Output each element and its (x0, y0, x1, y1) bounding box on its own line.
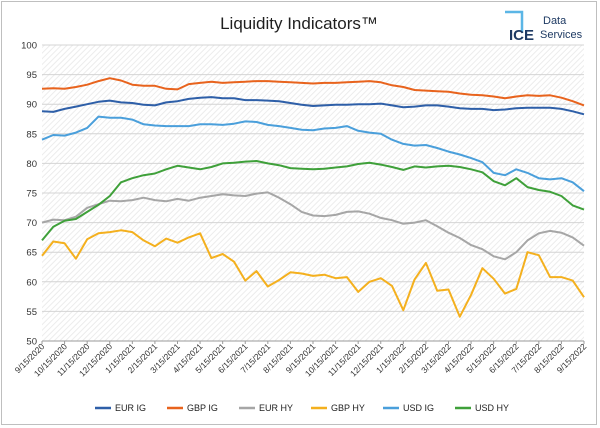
y-tick-label: 100 (21, 41, 37, 52)
series-line-usd-hy (41, 160, 585, 242)
series-line-gbp-hy (41, 229, 585, 318)
series-lines (41, 77, 585, 318)
logo-services-text: Services (540, 29, 583, 41)
series-line-eur-ig (41, 96, 585, 116)
legend-entry: EUR HY (259, 403, 293, 413)
y-tick-label: 50 (26, 337, 37, 348)
legend-entry: GBP IG (187, 403, 218, 413)
legend-entry: EUR IG (115, 403, 146, 413)
legend-entry: USD IG (403, 403, 434, 413)
x-axis-ticks: 9/15/202010/15/202011/15/202012/15/20201… (13, 341, 589, 378)
logo-ice-text: ICE (509, 27, 534, 44)
legend-entry: GBP HY (331, 403, 365, 413)
logo-data-text: Data (543, 15, 567, 27)
y-tick-label: 95 (26, 70, 37, 81)
legend-entry: USD HY (475, 403, 509, 413)
y-tick-label: 80 (26, 159, 37, 170)
y-tick-label: 75 (26, 189, 37, 200)
y-tick-label: 70 (26, 218, 37, 229)
y-tick-label: 60 (26, 277, 37, 288)
legend: EUR IG GBP IG EUR HY GBP HY USD IG USD HY (95, 403, 509, 413)
y-tick-label: 65 (26, 248, 37, 259)
y-tick-label: 90 (26, 100, 37, 111)
series-line-eur-hy (41, 191, 585, 261)
series-line-gbp-ig (41, 77, 585, 107)
chart-title: Liquidity Indicators™ (220, 14, 378, 33)
logo-bracket-icon (505, 10, 524, 32)
series-line-usd-ig (41, 115, 585, 192)
ice-data-services-logo: ICE Data Services (505, 10, 583, 44)
y-axis-ticks: 50 55 60 65 70 75 80 85 90 95 100 (21, 41, 37, 348)
y-tick-label: 55 (26, 307, 37, 318)
y-tick-label: 85 (26, 129, 37, 140)
